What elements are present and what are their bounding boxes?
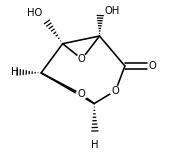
Text: O: O xyxy=(78,54,86,64)
Text: H: H xyxy=(91,140,99,150)
Text: H: H xyxy=(11,67,19,77)
Ellipse shape xyxy=(76,55,88,63)
Ellipse shape xyxy=(109,86,122,95)
Text: O: O xyxy=(149,61,156,71)
Text: HO: HO xyxy=(27,8,43,18)
Text: O: O xyxy=(112,86,120,95)
Text: OH: OH xyxy=(104,7,120,16)
Text: O: O xyxy=(78,89,86,99)
Ellipse shape xyxy=(76,90,88,99)
